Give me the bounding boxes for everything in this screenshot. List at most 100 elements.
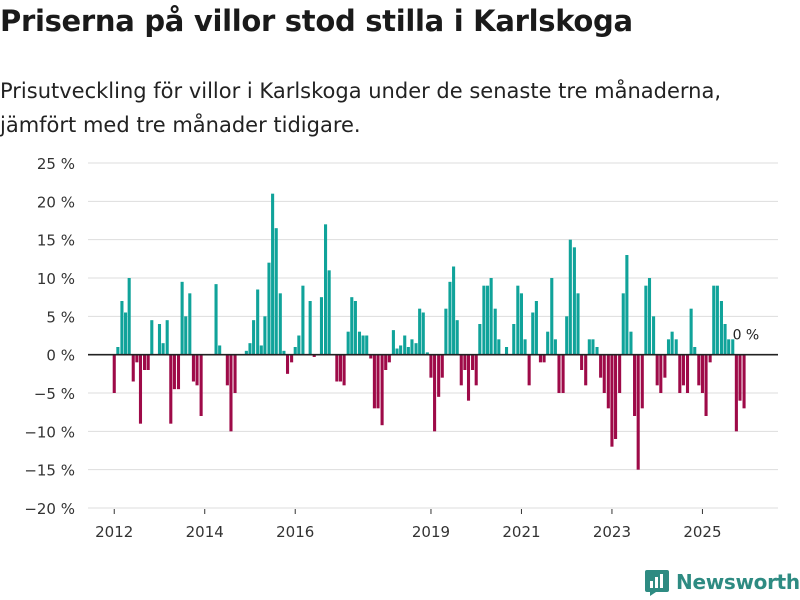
bar bbox=[399, 345, 403, 355]
bar bbox=[248, 343, 252, 355]
bar bbox=[466, 354, 471, 401]
x-tick-label: 2025 bbox=[683, 523, 721, 541]
bar bbox=[259, 345, 263, 355]
bar bbox=[580, 354, 584, 370]
bar bbox=[290, 354, 294, 363]
bar bbox=[568, 239, 572, 355]
bar bbox=[384, 354, 388, 370]
bar bbox=[452, 266, 456, 355]
bar bbox=[380, 354, 384, 426]
bar bbox=[565, 316, 569, 355]
bar bbox=[700, 354, 704, 393]
bar bbox=[625, 255, 629, 355]
bar bbox=[327, 270, 331, 355]
bar bbox=[127, 278, 131, 355]
x-tick-label: 2012 bbox=[95, 523, 133, 541]
bar bbox=[252, 320, 256, 355]
bar bbox=[229, 354, 233, 432]
bar bbox=[610, 354, 614, 447]
bar bbox=[353, 301, 357, 355]
bar bbox=[459, 354, 463, 386]
bar bbox=[489, 278, 493, 355]
bar bbox=[652, 316, 656, 355]
bar bbox=[172, 354, 176, 390]
bar bbox=[376, 354, 380, 409]
bar bbox=[120, 301, 124, 355]
bar bbox=[433, 354, 437, 432]
bar bbox=[369, 354, 373, 359]
bar bbox=[542, 354, 546, 363]
bar bbox=[678, 354, 682, 393]
y-tick-label: 10 % bbox=[37, 270, 75, 288]
bar bbox=[440, 354, 444, 378]
bar bbox=[150, 320, 154, 355]
bar bbox=[497, 339, 501, 355]
bar bbox=[169, 354, 173, 424]
bar bbox=[342, 354, 346, 386]
bar bbox=[738, 354, 742, 401]
y-tick-label: 0 % bbox=[46, 347, 75, 365]
bar bbox=[410, 339, 414, 355]
newsworthy-logo: Newsworthy bbox=[644, 566, 800, 598]
bar bbox=[346, 331, 350, 355]
bar bbox=[606, 354, 610, 409]
bar bbox=[629, 331, 633, 355]
bar bbox=[531, 312, 535, 355]
bar bbox=[437, 354, 441, 397]
newsworthy-chart-icon bbox=[645, 570, 669, 596]
bar bbox=[538, 354, 542, 363]
bar bbox=[685, 354, 690, 393]
bar bbox=[418, 308, 422, 355]
bar bbox=[550, 278, 554, 355]
bar bbox=[165, 320, 169, 355]
bar bbox=[146, 354, 150, 370]
bar bbox=[263, 316, 267, 355]
bar bbox=[723, 324, 727, 355]
bar bbox=[618, 354, 622, 393]
bar bbox=[595, 347, 599, 355]
bar bbox=[640, 354, 644, 409]
bar bbox=[365, 335, 369, 355]
y-tick-label: −5 % bbox=[34, 385, 75, 403]
bar bbox=[403, 335, 407, 355]
bar bbox=[256, 289, 260, 355]
bar bbox=[478, 324, 482, 355]
gridlines bbox=[88, 162, 778, 509]
bar bbox=[395, 348, 399, 355]
bar bbox=[124, 312, 128, 355]
bar bbox=[670, 331, 674, 355]
bar bbox=[602, 354, 606, 393]
bar bbox=[184, 316, 188, 355]
x-axis: 2012 2014 2016 2019 2021 2023 2025 bbox=[95, 509, 722, 541]
y-tick-label: −10 % bbox=[24, 423, 75, 441]
bar bbox=[708, 354, 712, 363]
bar bbox=[319, 297, 324, 355]
bar bbox=[647, 278, 652, 355]
y-tick-label: 15 % bbox=[37, 232, 75, 250]
y-tick-label: 20 % bbox=[37, 193, 75, 211]
bar bbox=[523, 339, 527, 355]
x-tick-label: 2016 bbox=[276, 523, 314, 541]
bar bbox=[308, 301, 312, 355]
y-tick-label: −15 % bbox=[24, 462, 75, 480]
bar bbox=[584, 354, 588, 386]
y-axis-labels: −20 % −15 % −10 % −5 % 0 % 5 % 10 % 15 % 20 % 25 … bbox=[24, 155, 75, 518]
bar bbox=[719, 301, 723, 355]
bar bbox=[387, 354, 391, 363]
bar bbox=[659, 354, 663, 393]
chart-title: Priserna på villor stod stilla i Karlsko… bbox=[0, 4, 633, 38]
x-tick-label: 2014 bbox=[186, 523, 224, 541]
bar bbox=[655, 354, 659, 386]
x-tick-label: 2021 bbox=[502, 523, 540, 541]
bar bbox=[425, 352, 429, 355]
bar bbox=[324, 224, 328, 355]
bar bbox=[285, 354, 290, 374]
bar bbox=[715, 285, 719, 355]
bar bbox=[282, 350, 286, 355]
bar bbox=[448, 281, 452, 355]
bar bbox=[138, 354, 143, 424]
bar bbox=[621, 293, 625, 355]
bar bbox=[312, 354, 316, 357]
bar bbox=[689, 308, 693, 355]
bar bbox=[278, 293, 282, 355]
